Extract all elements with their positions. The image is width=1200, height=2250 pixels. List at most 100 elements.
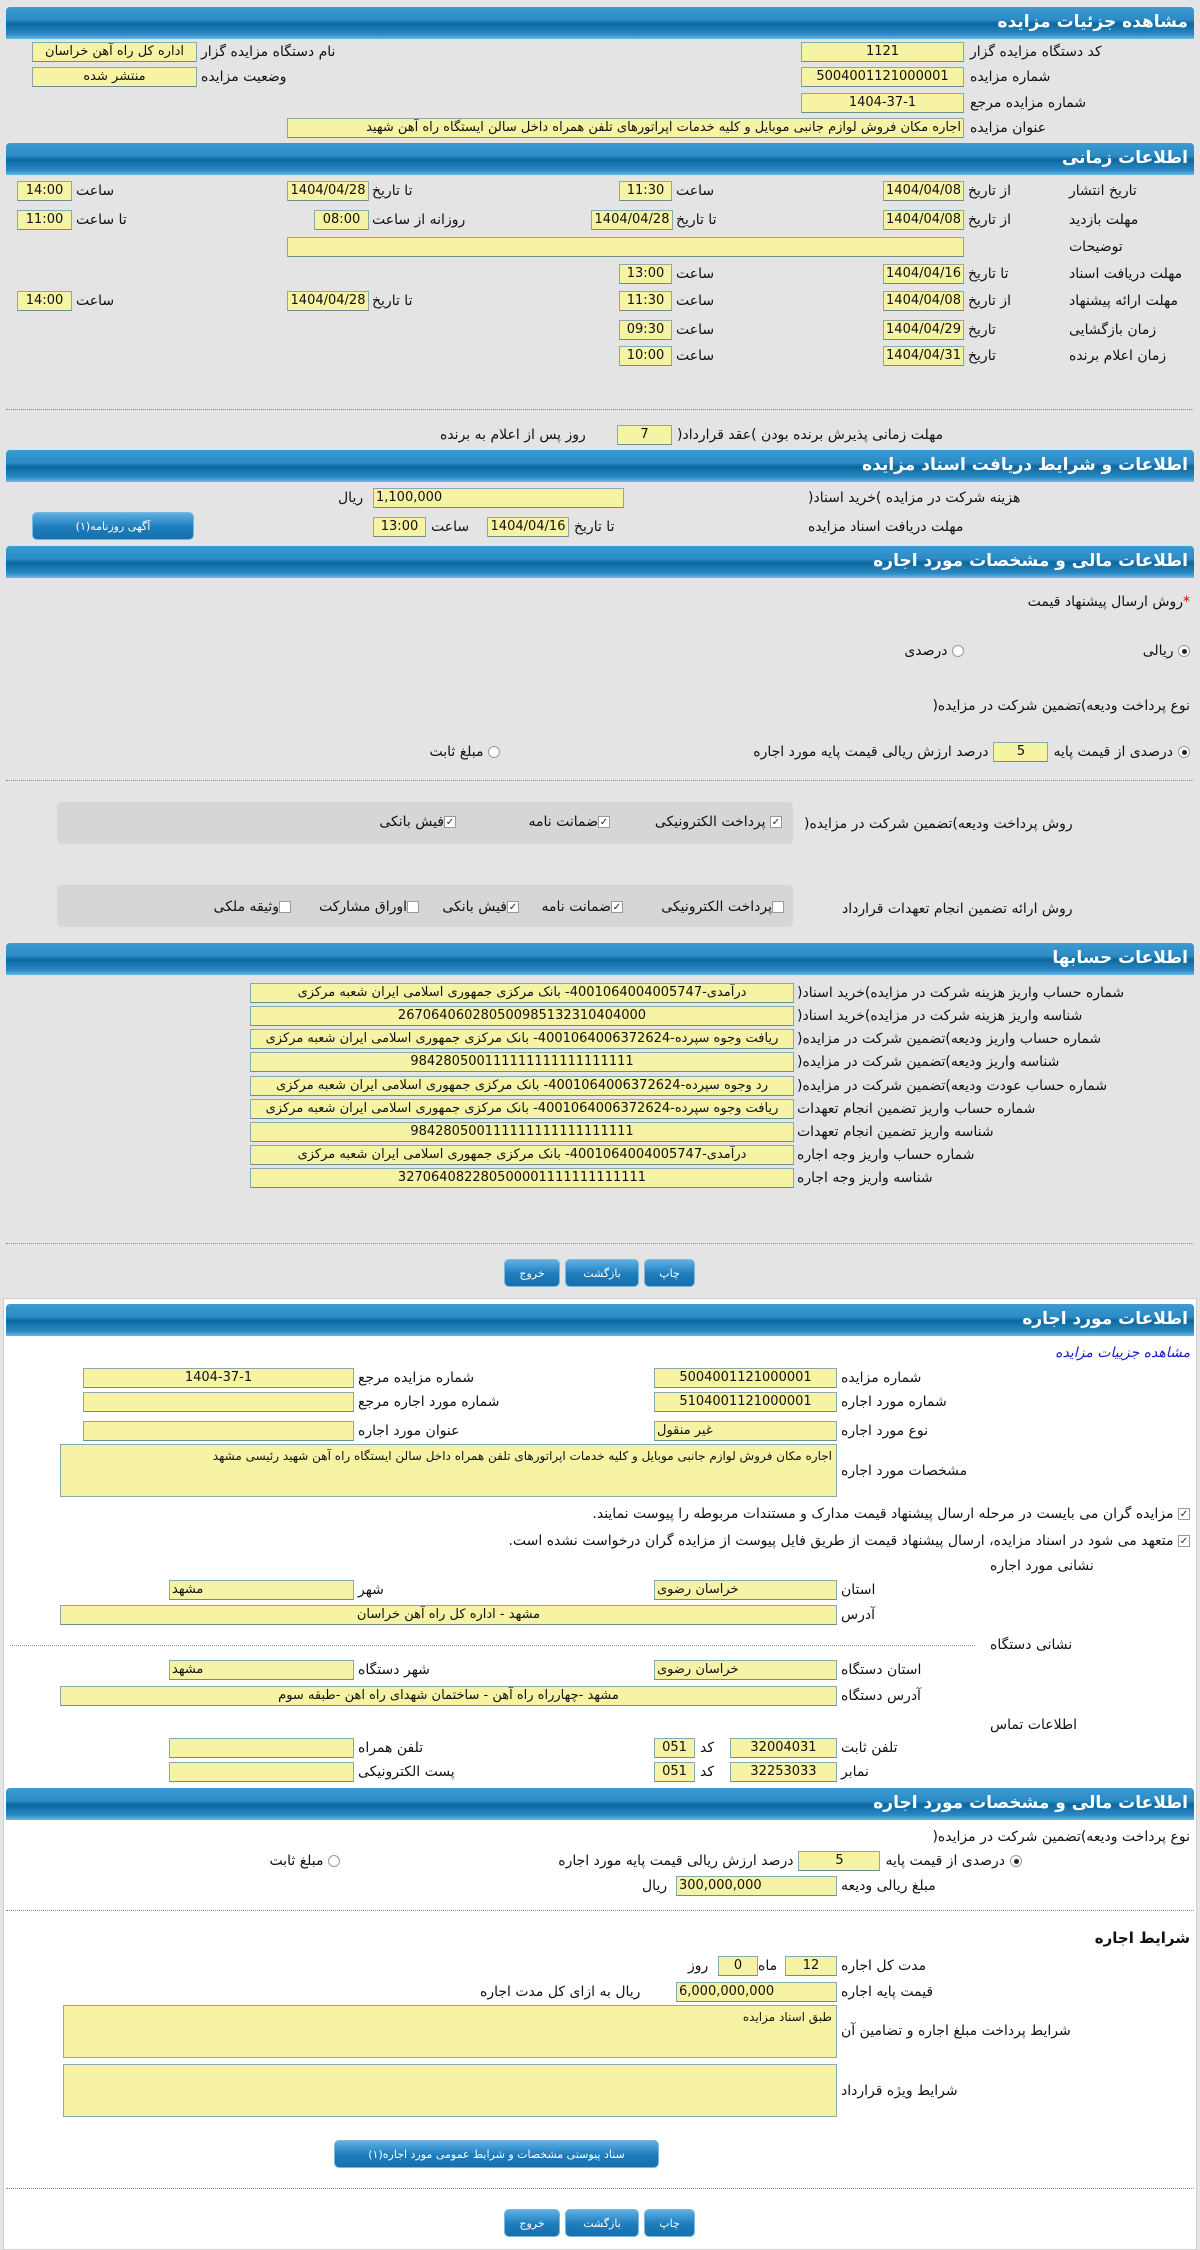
deposit-percent-option[interactable]: درصدی از قیمت پایه 5 درصد ارزش ریالی قیم… — [753, 742, 1190, 762]
auction-number-field: 5004001121000001 — [654, 1368, 837, 1388]
rial-label: ریال — [338, 490, 364, 506]
account-value: رد وجوه سپرده-4001064006372624- بانک مرک… — [250, 1076, 794, 1096]
visit-deadline-label: مهلت بازدید — [1069, 212, 1139, 228]
checkbox-checked-icon[interactable]: ✓ — [611, 901, 623, 913]
guarantee-receipt[interactable]: ✓فیش بانکی — [442, 897, 519, 917]
offer-to-date: 1404/04/28 — [287, 291, 369, 311]
special-terms-textarea[interactable] — [63, 2064, 837, 2117]
payment-terms-textarea[interactable]: طبق اسناد مزایده — [63, 2005, 837, 2058]
org-address-title: نشانی دستگاه — [990, 1637, 1073, 1653]
phone-code-field: 051 — [654, 1738, 695, 1758]
percent-suffix: درصد ارزش ریالی قیمت پایه مورد اجاره — [753, 744, 989, 760]
checkbox-checked-icon[interactable]: ✓ — [1178, 1508, 1190, 1520]
account-label: شماره حساب واریز تضمین انجام تعهدات — [797, 1101, 1036, 1117]
deposit-percent-option[interactable]: درصدی از قیمت پایه 5 درصد ارزش ریالی قیم… — [558, 1851, 1022, 1871]
org-name-label: نام دستگاه مزایده گزار — [201, 44, 336, 60]
winner-announce-label: زمان اعلام برنده — [1069, 348, 1167, 364]
email-label: پست الکترونیکی — [358, 1764, 455, 1780]
option-label: درصدی از قیمت پایه — [885, 1853, 1005, 1869]
checkbox-checked-icon[interactable]: ✓ — [507, 901, 519, 913]
checkbox-checked-icon[interactable]: ✓ — [1178, 1535, 1190, 1547]
publish-from-time: 11:30 — [619, 181, 672, 201]
account-value: 327064082280500001111111111111 — [250, 1168, 794, 1188]
option-label: ضمانت نامه — [528, 814, 598, 830]
attachment-requirement-check[interactable]: ✓ مزایده گران می بایست در مرحله ارسال پی… — [592, 1504, 1190, 1524]
divider — [6, 780, 1194, 781]
exit-button[interactable]: خروج — [504, 1259, 560, 1287]
reference-number-field: 1404-37-1 — [83, 1368, 354, 1388]
deposit-fixed-option[interactable]: مبلغ ثابت — [269, 1851, 340, 1871]
fax-label: نمابر — [841, 1764, 869, 1780]
radio-selected-icon[interactable] — [1178, 746, 1190, 758]
org-address-label: آدرس دستگاه — [841, 1688, 921, 1704]
acceptance-suffix: روز پس از اعلام به برنده — [440, 427, 586, 443]
radio-icon[interactable] — [328, 1855, 340, 1867]
date-label: تاریخ — [968, 348, 996, 364]
lease-reference-label: شماره مورد اجاره مرجع — [358, 1394, 500, 1410]
code-label: کد — [700, 1740, 715, 1756]
base-price-field: 6,000,000,000 — [676, 1982, 837, 2002]
financial-header: اطلاعات مالی و مشخصات مورد اجاره — [6, 546, 1194, 578]
option-label: وثیقه ملکی — [213, 899, 279, 915]
account-value: 984280500111111111111111111 — [250, 1122, 794, 1142]
checkbox-icon[interactable] — [772, 901, 784, 913]
checkbox-icon[interactable] — [279, 901, 291, 913]
checkbox-icon[interactable] — [407, 901, 419, 913]
back-button[interactable]: بازگشت — [565, 2209, 639, 2237]
checkbox-checked-icon[interactable]: ✓ — [770, 816, 782, 828]
lease-spec-textarea[interactable]: اجاره مکان فروش لوازم جانبی موبایل و کلی… — [60, 1444, 837, 1497]
guarantee-method-label: روش ارائه تضمین انجام تعهدات قرارداد — [842, 901, 1073, 917]
guarantee-letter[interactable]: ✓ضمانت نامه — [541, 897, 623, 917]
radio-selected-icon[interactable] — [1178, 645, 1190, 657]
deposit-method-electronic[interactable]: ✓ پرداخت الکترونیکی — [655, 812, 782, 832]
hour-label: ساعت — [76, 293, 115, 309]
checkbox-checked-icon[interactable]: ✓ — [598, 816, 610, 828]
back-button[interactable]: بازگشت — [565, 1259, 639, 1287]
lease-terms-title: شرایط اجاره — [1094, 1929, 1190, 1947]
months-field: 12 — [785, 1956, 837, 1976]
attachment-docs-button[interactable]: سناد پیوستی مشخصات و شرایط عمومی مورد اج… — [334, 2140, 659, 2168]
guarantee-bonds[interactable]: اوراق مشارکت — [319, 897, 419, 917]
offer-method-rial[interactable]: ریالی — [1143, 641, 1190, 661]
percent-field: 5 — [993, 742, 1049, 762]
print-button[interactable]: چاپ — [644, 1259, 695, 1287]
base-price-label: قیمت پایه اجاره — [841, 1984, 934, 2000]
radio-selected-icon[interactable] — [1010, 1855, 1022, 1867]
contact-title: اطلاعات تماس — [990, 1717, 1077, 1733]
lease-title-label: عنوان مورد اجاره — [358, 1423, 460, 1439]
divider — [10, 1645, 975, 1646]
attachment-commitment-check[interactable]: ✓ متعهد می شود در اسناد مزایده، ارسال پی… — [508, 1531, 1190, 1551]
hour-label: ساعت — [676, 183, 715, 199]
guarantee-electronic[interactable]: پرداخت الکترونیکی — [661, 897, 784, 917]
print-button[interactable]: چاپ — [644, 2209, 695, 2237]
fee-label: هزینه شرکت در مزایده )خرید اسناد( — [808, 490, 1021, 506]
status-field: منتشر شده — [32, 67, 197, 87]
to-date-label: تا تاریخ — [372, 183, 413, 199]
radio-icon[interactable] — [488, 746, 500, 758]
opening-date: 1404/04/29 — [883, 320, 964, 340]
offer-method-percent[interactable]: درصدی — [904, 641, 964, 661]
from-date-label: از تاریخ — [968, 183, 1011, 199]
accounts-header: اطلاعات حسابها — [6, 943, 1194, 975]
option-label: مزایده گران می بایست در مرحله ارسال پیشن… — [592, 1506, 1174, 1522]
radio-icon[interactable] — [952, 645, 964, 657]
deposit-fixed-option[interactable]: مبلغ ثابت — [429, 742, 500, 762]
newspaper-ad-button[interactable]: آگهی روزنامه(۱) — [32, 512, 194, 540]
to-date-label: تا تاریخ — [574, 519, 615, 535]
doc-receive-time: 13:00 — [619, 264, 672, 284]
city-field: مشهد — [169, 1580, 354, 1600]
auction-details-link[interactable]: مشاهده جزییات مزایده — [1055, 1345, 1190, 1361]
opening-label: زمان بازگشایی — [1069, 322, 1157, 338]
deposit-type-label: نوع پرداخت ودیعه)تضمین شرکت در مزایده( — [932, 698, 1190, 714]
checkbox-checked-icon[interactable]: ✓ — [444, 816, 456, 828]
code-label: کد — [700, 1764, 715, 1780]
lease-financial-header: اطلاعات مالی و مشخصات مورد اجاره — [6, 1788, 1194, 1820]
deposit-method-receipt[interactable]: ✓فیش بانکی — [379, 812, 456, 832]
guarantee-property[interactable]: وثیقه ملکی — [214, 897, 291, 917]
divider — [6, 2188, 1194, 2189]
email-field — [169, 1762, 354, 1782]
deposit-method-guarantee[interactable]: ✓ضمانت نامه — [528, 812, 610, 832]
notes-label: توضیحات — [1069, 239, 1123, 255]
org-code-label: کد دستگاه مزایده گزار — [970, 44, 1102, 60]
exit-button[interactable]: خروج — [504, 2209, 560, 2237]
